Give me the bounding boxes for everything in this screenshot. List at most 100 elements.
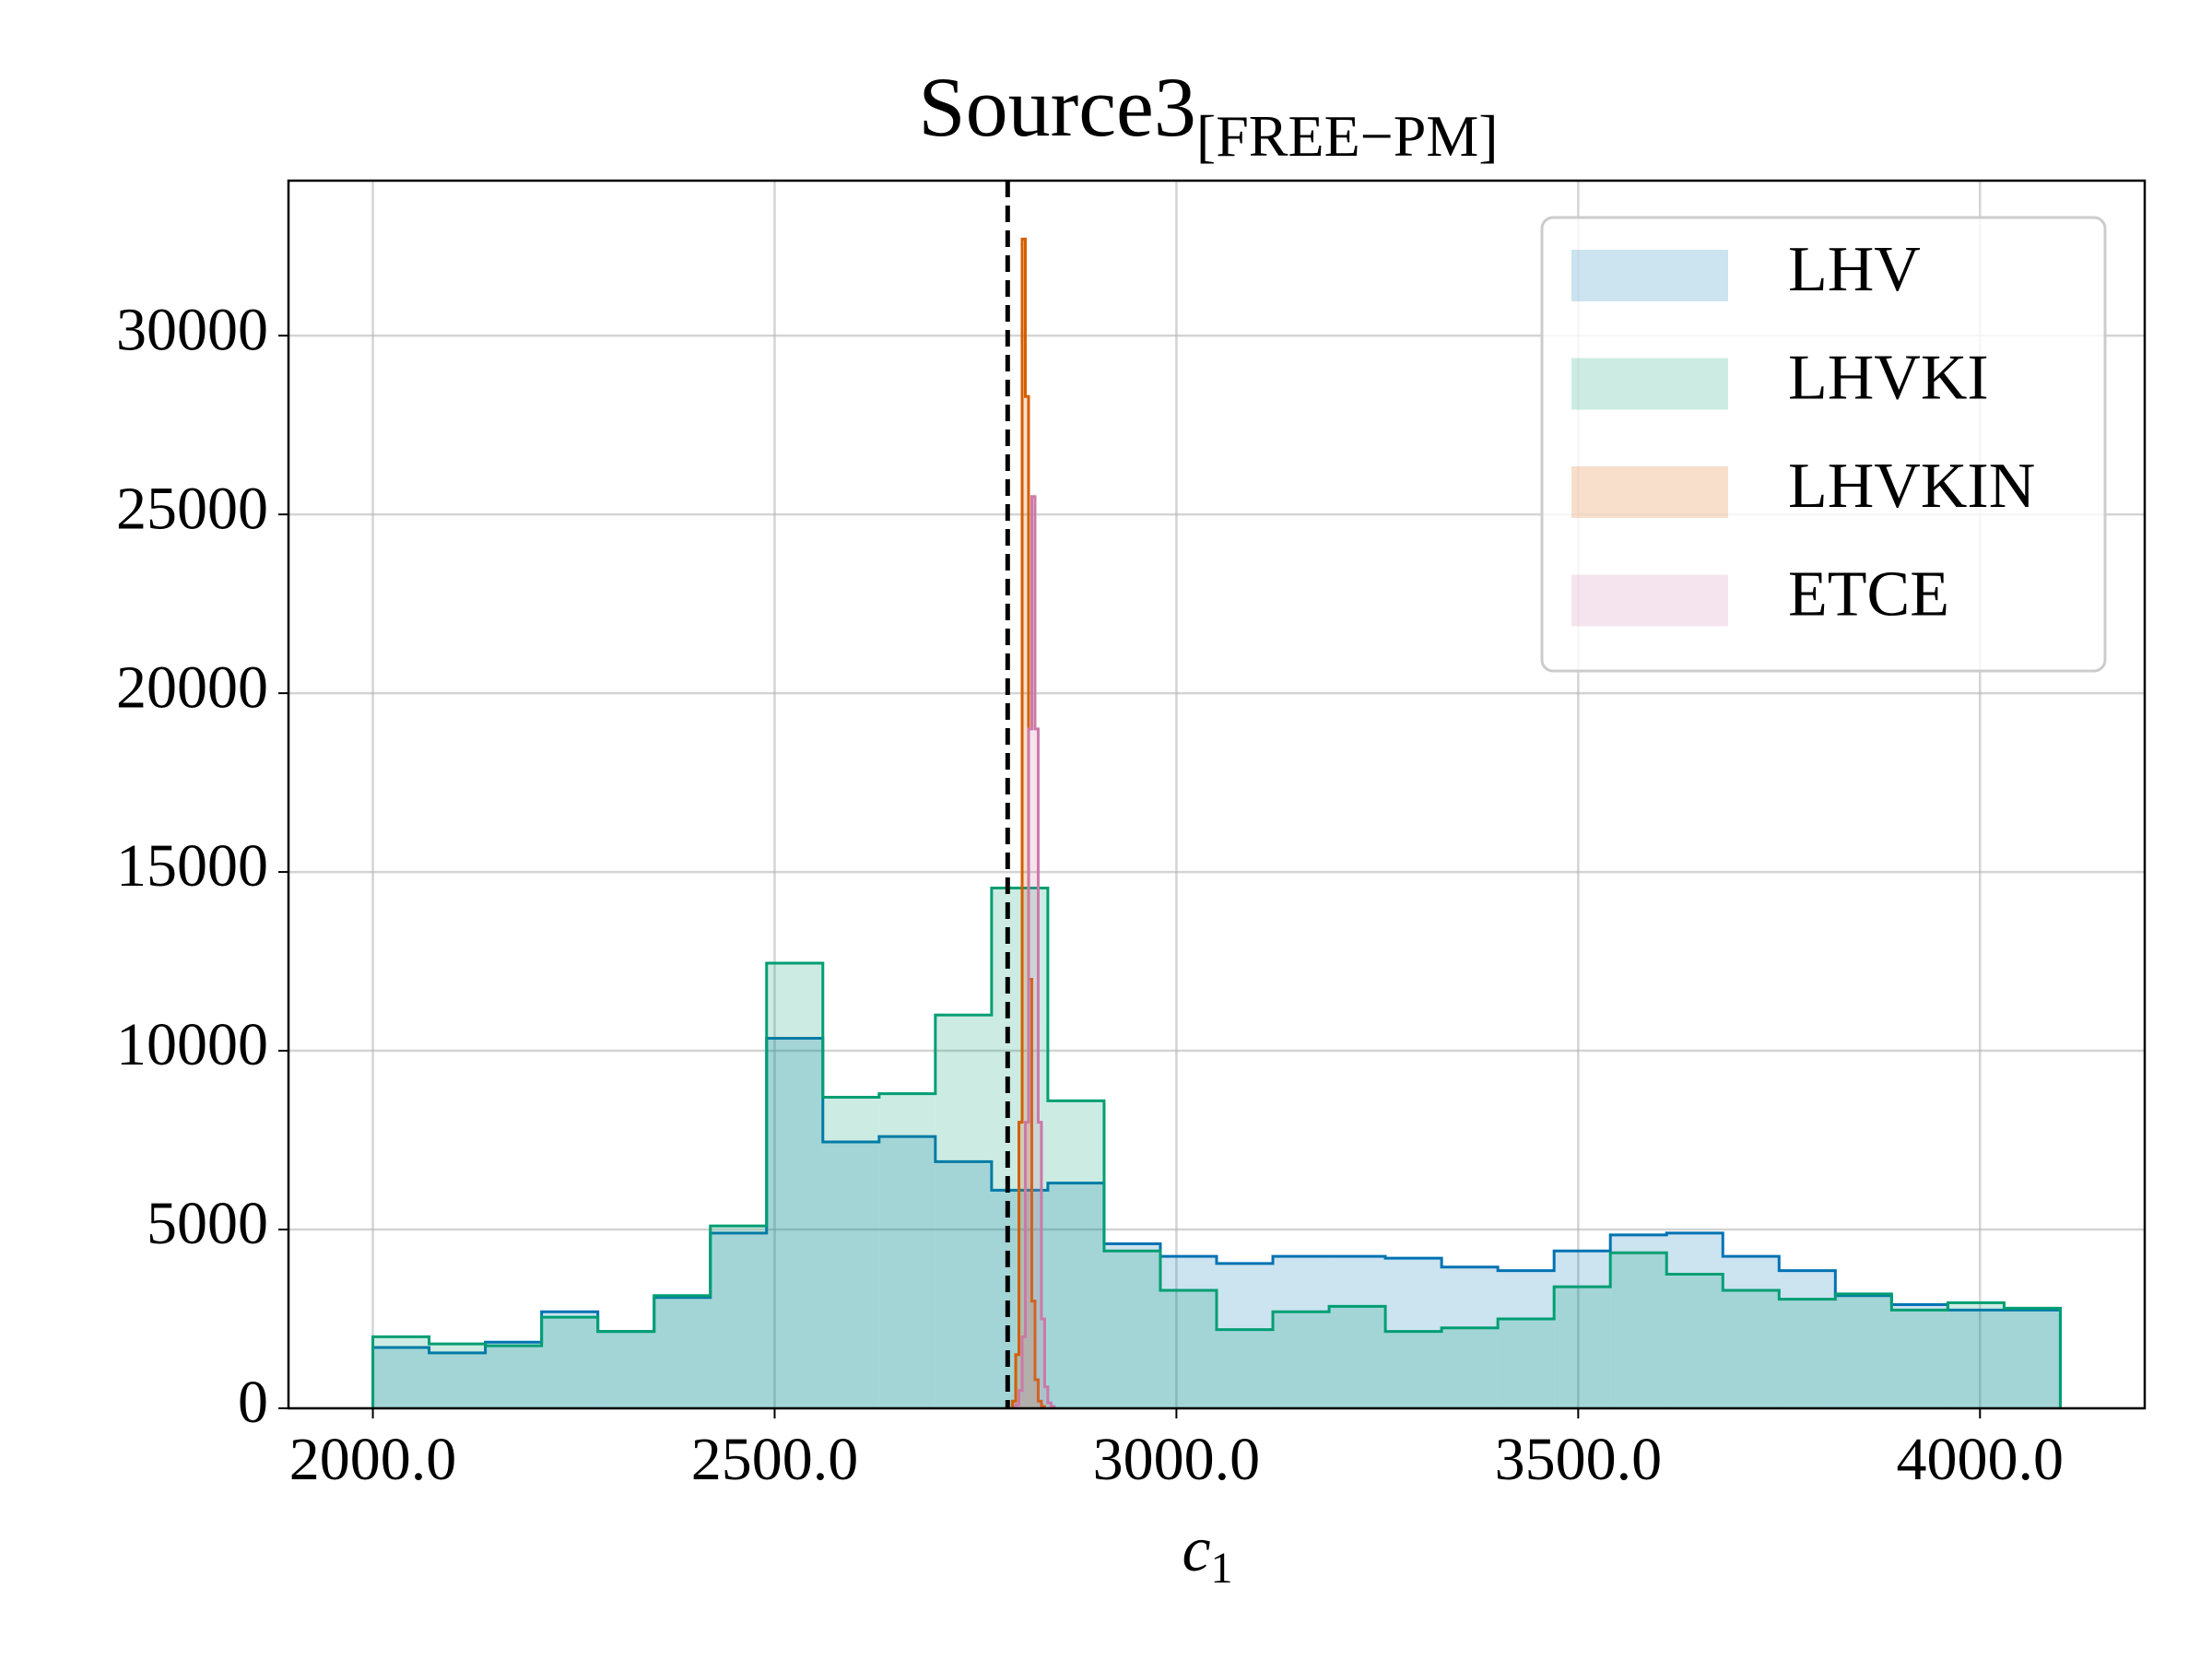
histogram-bin [1779,1299,1836,1408]
x-tick-label: 3000.0 [1093,1426,1261,1493]
histogram-bin [822,1141,879,1408]
legend-swatch [1571,250,1728,301]
histogram-bin [429,1352,486,1408]
histogram-bin [1041,1319,1045,1408]
histogram-bin [1016,1405,1019,1408]
histogram-bin [1273,1312,1330,1408]
y-tick-label: 30000 [116,296,268,363]
legend-label: LHV [1788,234,1921,305]
histogram-bin [1891,1310,1948,1408]
histogram-bin [653,1297,711,1408]
histogram-bin [1034,1379,1039,1408]
histogram-bin [2004,1310,2061,1408]
histogram-bin [1666,1232,1724,1408]
histogram-bin [2004,1308,2061,1408]
histogram-bin [1441,1266,1499,1408]
histogram-bin [1028,979,1032,1408]
y-tick-label: 20000 [116,653,268,721]
histogram-bin [1038,1122,1041,1408]
y-tick-label: 5000 [147,1190,268,1257]
histogram-bin [1947,1310,2005,1408]
histogram-bin [710,1232,767,1408]
step-outline [371,887,2062,1408]
legend-label: LHVKIN [1788,451,2035,522]
histogram-bin [1047,1100,1104,1408]
x-label-subscript: 1 [1211,1544,1233,1593]
histogram-bin [766,963,823,1408]
histogram-bin [1028,728,1032,1408]
histogram-bin [1047,1403,1052,1408]
legend-label: LHVKI [1788,343,1989,414]
histogram-bin [1217,1329,1274,1408]
histogram-bin [1012,1401,1017,1408]
legend-swatch [1571,574,1728,627]
histogram-bin [1159,1256,1217,1408]
histogram-bin [878,1136,935,1408]
legend-swatch [1571,466,1728,518]
histogram-bin [1835,1293,1892,1408]
histogram-bin [1329,1306,1386,1408]
step-outline [1011,237,1046,1408]
histogram-bin [1666,1274,1724,1408]
histogram-bin [710,1226,767,1408]
histogram-bin [1031,496,1035,1408]
histogram-bin [1044,1386,1048,1408]
title-main: Source3 [918,60,1195,154]
histogram-bin [429,1344,486,1408]
x-tick-label: 3500.0 [1495,1426,1663,1493]
histogram-bin [1723,1256,1780,1408]
step-outline [1014,495,1056,1408]
histogram-bin [1835,1295,1892,1408]
legend-swatch [1571,358,1728,410]
histogram-bin [1025,1122,1029,1408]
histogram-bin [766,1038,823,1408]
histogram-bin [485,1346,542,1408]
legend: LHV LHVKI LHVKIN ETCE [1540,216,2107,673]
x-tick-label: 2000.0 [289,1426,457,1493]
histogram-bin [935,1161,992,1408]
histogram-bin [1610,1234,1667,1408]
histogram-bin [935,1015,992,1408]
histogram-bin [1779,1270,1836,1408]
histogram-bin [372,1347,429,1408]
histogram-bin [541,1312,598,1408]
histogram-bin [1034,728,1039,1408]
x-axis-label: c1 [1182,1514,1232,1593]
histogram-bin [1554,1251,1611,1408]
histogram-bin [1038,1401,1041,1408]
histogram-bin [653,1295,711,1408]
histogram-bin [597,1331,654,1408]
histogram-bin [1022,239,1026,1408]
y-tick-label: 25000 [116,475,268,542]
histogram-bin [1723,1289,1780,1408]
legend-box [1540,216,2107,673]
histogram-bin [1441,1327,1499,1408]
histogram-bin [1385,1331,1442,1408]
histogram-bin [1947,1302,2005,1408]
histogram-bin [541,1317,598,1408]
histogram-bin [1103,1243,1160,1408]
histogram-bin [1018,1122,1023,1408]
histogram-bin [1025,396,1029,1409]
histogram-bin [597,1331,654,1408]
histogram-bin [1610,1253,1667,1408]
y-tick-label: 0 [238,1369,268,1436]
y-tick-label: 10000 [116,1011,268,1078]
x-tick-label: 4000.0 [1897,1426,2065,1493]
x-tick-label: 2500.0 [691,1426,859,1493]
histogram-bin [1891,1304,1948,1408]
histogram-bin [1159,1289,1217,1408]
histogram-bin [1385,1258,1442,1408]
histogram-bin [1018,1390,1023,1408]
histogram-bin [1103,1251,1160,1408]
plot-frame [287,179,2147,1410]
histogram-bin [1329,1256,1386,1408]
histogram-bin [372,1336,429,1408]
histogram-bin [485,1342,542,1408]
histogram-bin [1022,1336,1026,1408]
title-subscript: [FREE−PM] [1196,103,1499,169]
histogram-bin [1498,1270,1555,1408]
legend-label: ETCE [1788,559,1949,630]
histogram-bin [1554,1287,1611,1408]
